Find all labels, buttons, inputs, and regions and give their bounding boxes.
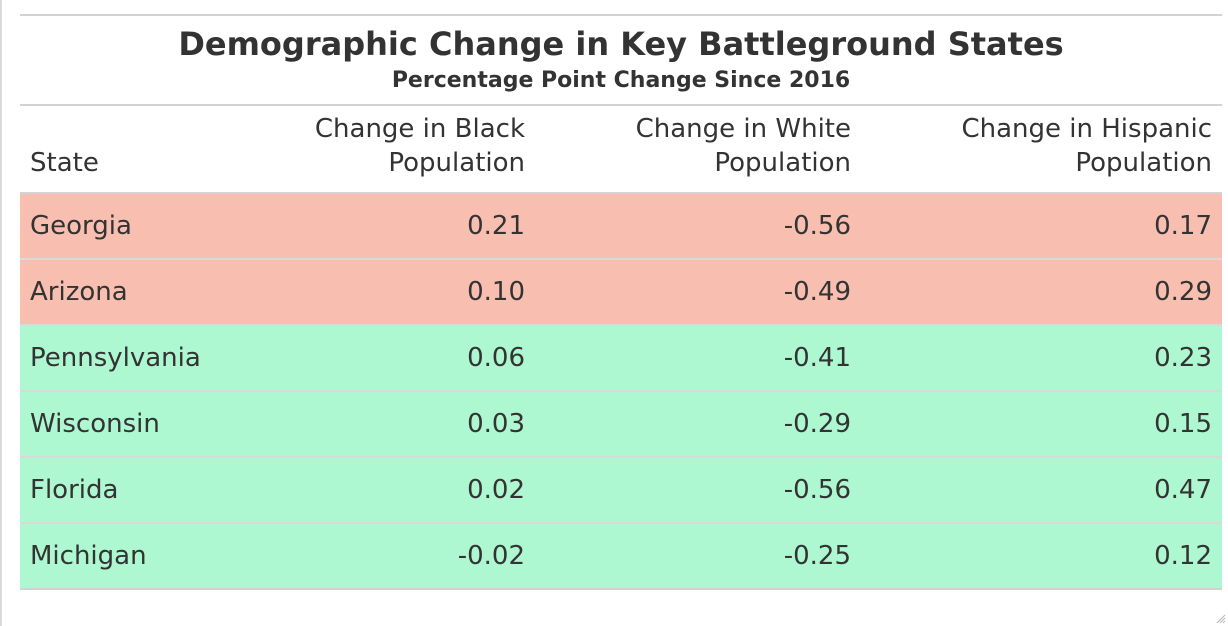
cell-state: Michigan — [20, 522, 222, 590]
cell-black: 0.21 — [222, 192, 535, 259]
cell-black: 0.03 — [222, 390, 535, 457]
table-row: Georgia 0.21 -0.56 0.17 — [20, 192, 1222, 259]
cell-black: 0.10 — [222, 258, 535, 325]
cell-white: -0.56 — [535, 456, 861, 523]
cell-state: Wisconsin — [20, 390, 222, 457]
table-row: Michigan -0.02 -0.25 0.12 — [20, 522, 1222, 590]
column-header-row: State Change in Black Population Change … — [20, 105, 1222, 194]
table-row: Pennsylvania 0.06 -0.41 0.23 — [20, 324, 1222, 391]
table-title: Demographic Change in Key Battleground S… — [178, 25, 1064, 63]
cell-white: -0.29 — [535, 390, 861, 457]
top-rule — [20, 14, 1222, 16]
cell-black: -0.02 — [222, 522, 535, 590]
table-container: Demographic Change in Key Battleground S… — [20, 16, 1222, 590]
demographic-table: Demographic Change in Key Battleground S… — [20, 16, 1222, 590]
cell-white: -0.25 — [535, 522, 861, 590]
cell-state: Pennsylvania — [20, 324, 222, 391]
cell-hispanic: 0.29 — [861, 258, 1222, 325]
resize-grip-icon[interactable] — [1214, 612, 1226, 624]
cell-white: -0.41 — [535, 324, 861, 391]
cell-black: 0.02 — [222, 456, 535, 523]
column-header-hispanic: Change in Hispanic Population — [861, 105, 1222, 194]
cell-state: Georgia — [20, 192, 222, 259]
cell-state: Arizona — [20, 258, 222, 325]
table-body: Georgia 0.21 -0.56 0.17 Arizona 0.10 -0.… — [20, 192, 1222, 590]
table-subtitle: Percentage Point Change Since 2016 — [391, 68, 851, 93]
table-row: Arizona 0.10 -0.49 0.29 — [20, 258, 1222, 325]
cell-white: -0.56 — [535, 192, 861, 259]
table-row: Wisconsin 0.03 -0.29 0.15 — [20, 390, 1222, 457]
cell-hispanic: 0.17 — [861, 192, 1222, 259]
cell-hispanic: 0.47 — [861, 456, 1222, 523]
cell-hispanic: 0.23 — [861, 324, 1222, 391]
cell-hispanic: 0.15 — [861, 390, 1222, 457]
column-header-black: Change in Black Population — [222, 105, 535, 194]
column-header-white: Change in White Population — [535, 105, 861, 194]
table-heading: Demographic Change in Key Battleground S… — [20, 16, 1222, 106]
table-row: Florida 0.02 -0.56 0.47 — [20, 456, 1222, 523]
table-heading-row: Demographic Change in Key Battleground S… — [20, 16, 1222, 106]
cell-white: -0.49 — [535, 258, 861, 325]
column-header-state: State — [20, 105, 222, 194]
cell-hispanic: 0.12 — [861, 522, 1222, 590]
cell-black: 0.06 — [222, 324, 535, 391]
cell-state: Florida — [20, 456, 222, 523]
